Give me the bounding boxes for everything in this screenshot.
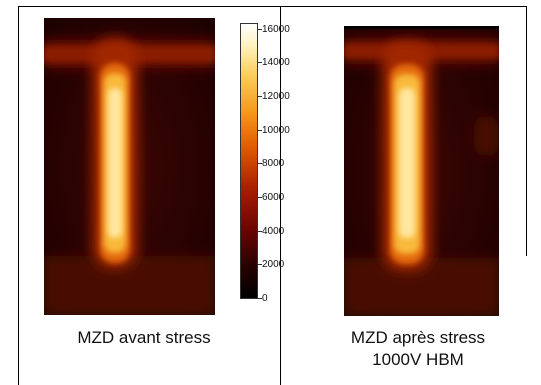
frame-right bbox=[526, 6, 527, 256]
frame-left bbox=[18, 6, 19, 385]
caption-after-stress: MZD après stress 1000V HBM bbox=[350, 328, 486, 369]
colorbar-tick-mark bbox=[258, 130, 262, 131]
colorbar-tick-label: 4000 bbox=[262, 226, 285, 237]
caption-before-stress: MZD avant stress bbox=[77, 328, 211, 347]
colorbar-tick-mark bbox=[258, 96, 262, 97]
frame-top bbox=[18, 6, 526, 7]
colorbar-tick-label: 8000 bbox=[262, 158, 285, 169]
colorbar-tick-label: 10000 bbox=[262, 125, 290, 136]
colorbar-tick-mark bbox=[258, 29, 262, 30]
colorbar-tick-label: 2000 bbox=[262, 259, 285, 270]
colorbar-tick-label: 6000 bbox=[262, 192, 285, 203]
colorbar-tick-mark bbox=[258, 62, 262, 63]
colorbar-tick-mark bbox=[258, 298, 262, 299]
colorbar-tick-mark bbox=[258, 197, 262, 198]
colorbar-tick-mark bbox=[258, 163, 262, 164]
heatmap-after-stress bbox=[344, 26, 499, 316]
colorbar-tick-mark bbox=[258, 264, 262, 265]
colorbar bbox=[240, 23, 258, 299]
colorbar-tick-label: 16000 bbox=[262, 24, 290, 35]
colorbar-tick-label: 0 bbox=[262, 293, 268, 304]
frame-middle bbox=[280, 6, 281, 385]
colorbar-tick-mark bbox=[258, 231, 262, 232]
colorbar-tick-label: 12000 bbox=[262, 91, 290, 102]
colorbar-tick-label: 14000 bbox=[262, 57, 290, 68]
heatmap-before-stress bbox=[44, 18, 215, 315]
